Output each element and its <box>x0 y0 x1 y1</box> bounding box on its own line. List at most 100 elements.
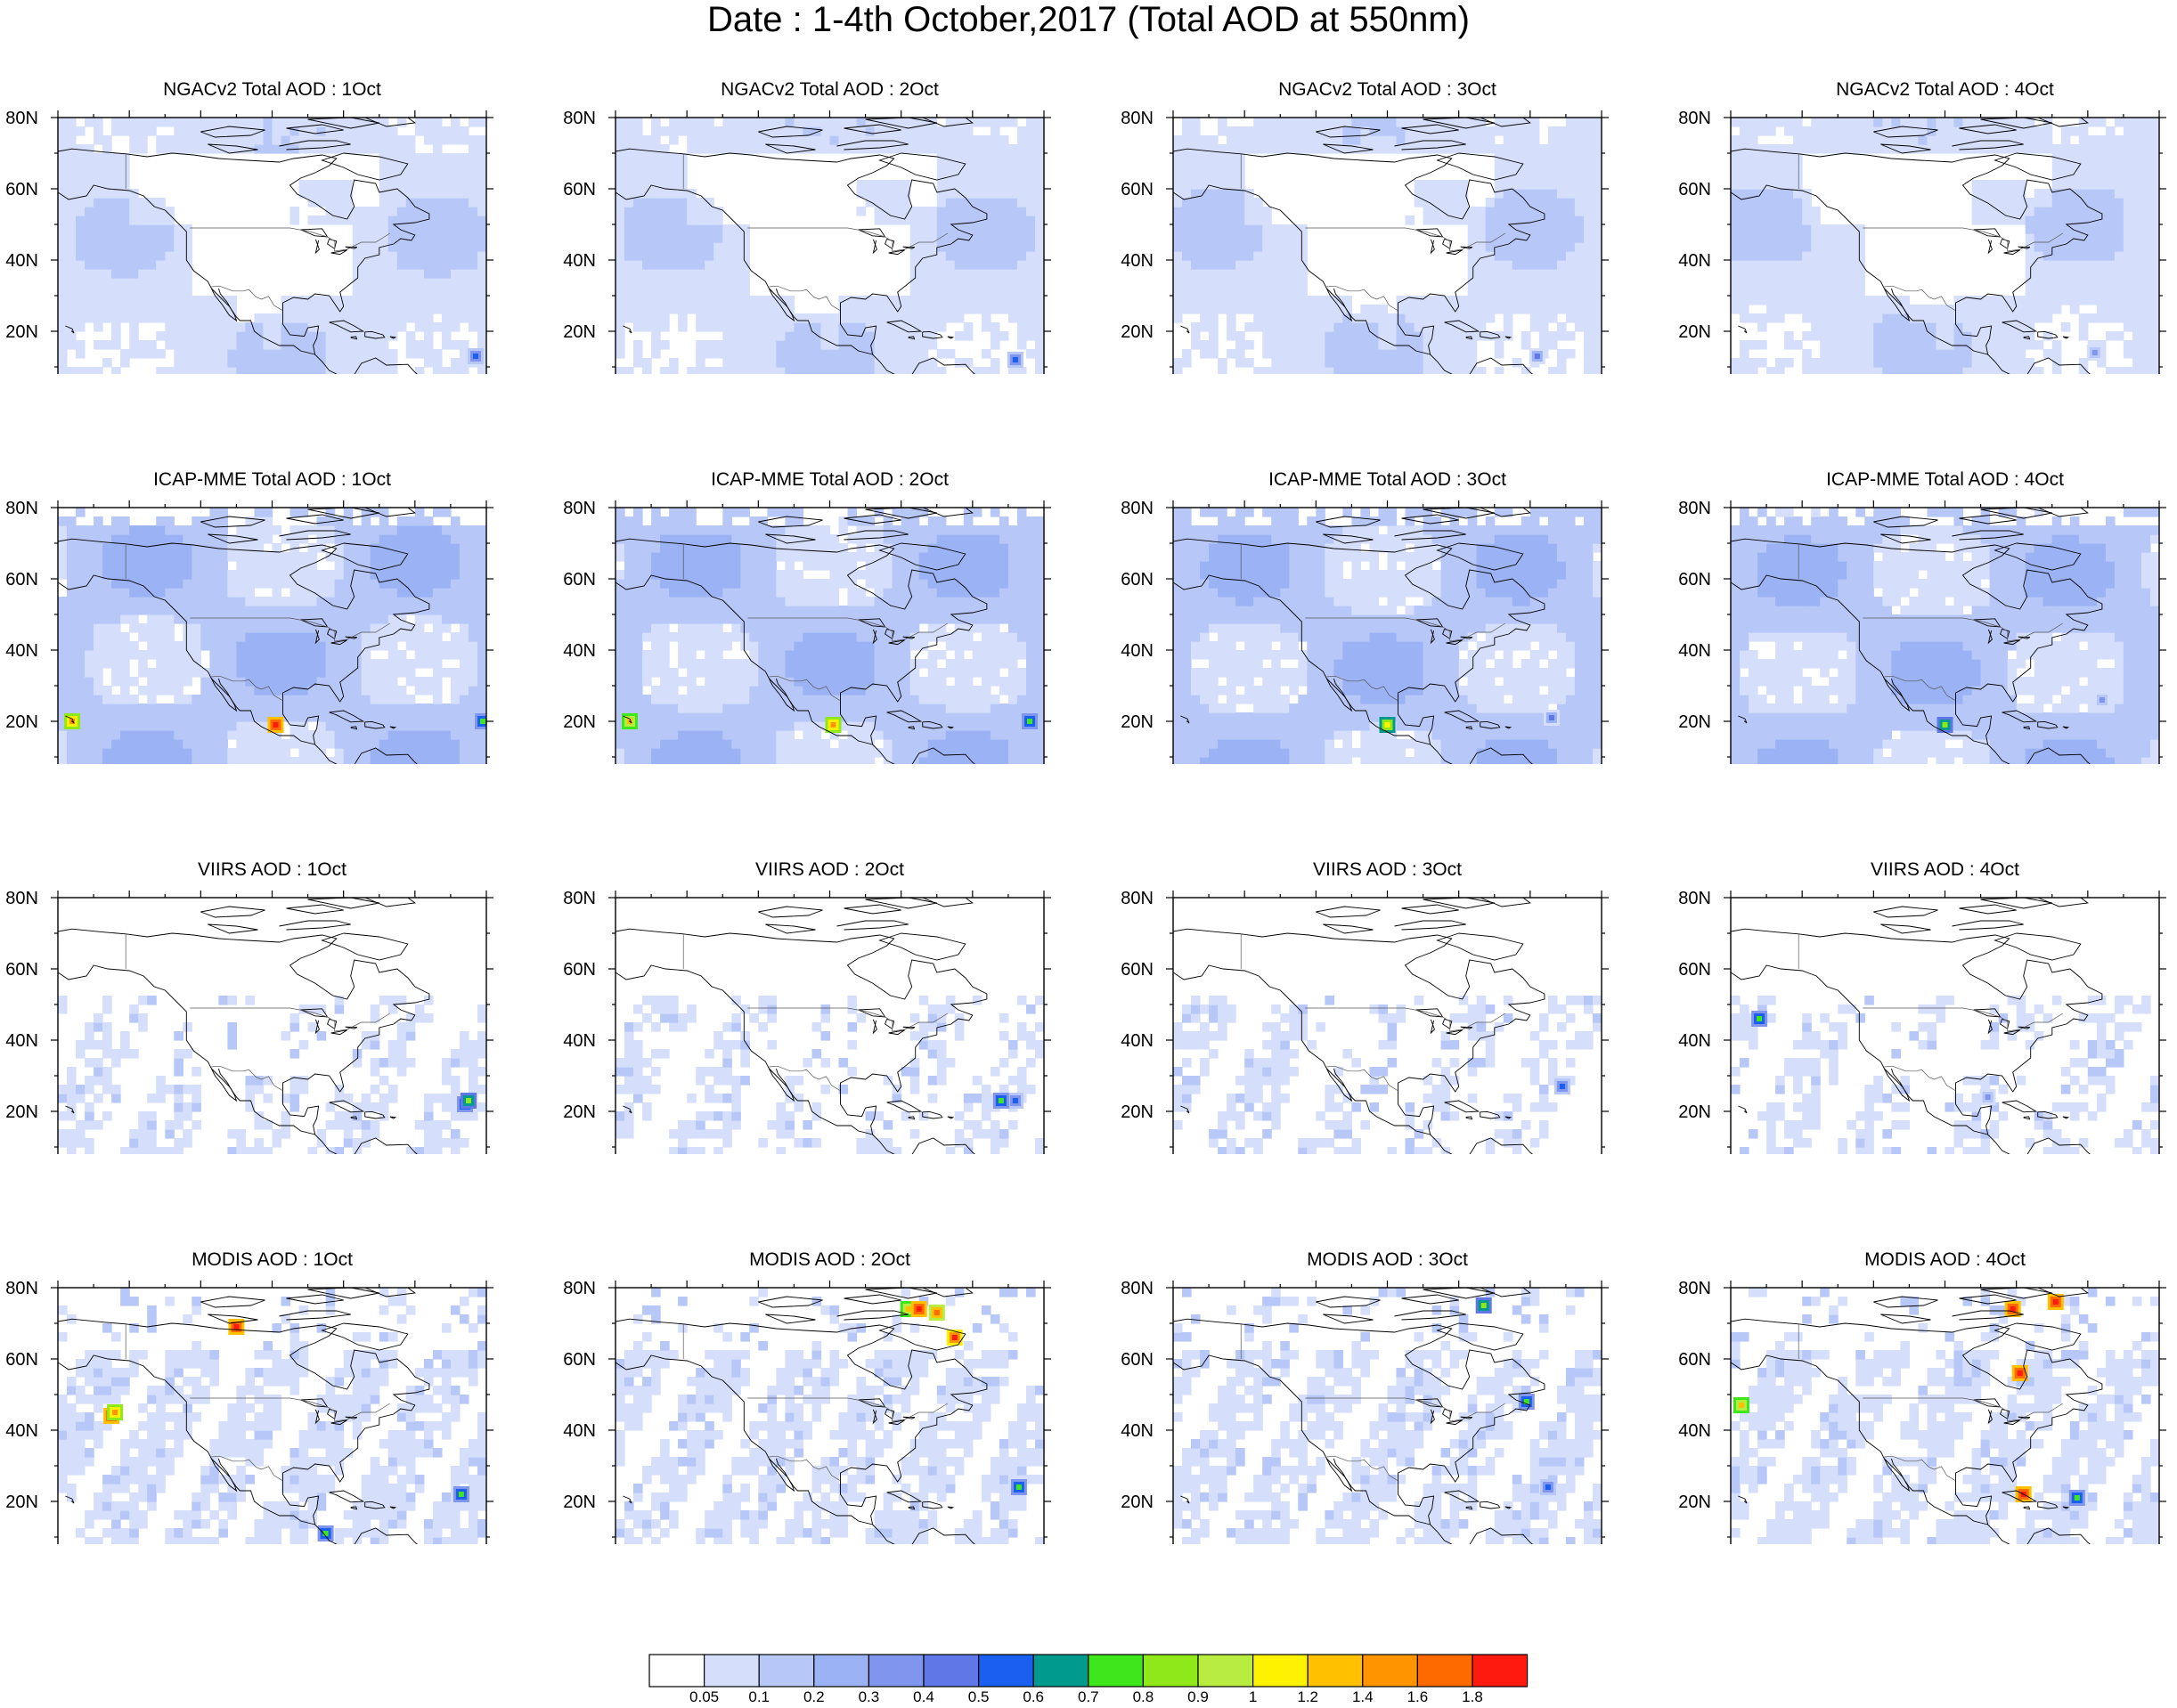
coastlines <box>1731 898 2103 1154</box>
coastlines <box>616 898 988 1154</box>
axes <box>1166 110 1609 368</box>
colorbar-label: 0.9 <box>1187 1688 1209 1704</box>
colorbar-swatch <box>648 1654 705 1688</box>
y-tick-label: 60N <box>5 180 38 199</box>
panel-title: ICAP-MME Total AOD : 2Oct <box>711 469 949 490</box>
y-tick-label: 60N <box>563 1350 596 1370</box>
panel-title: ICAP-MME Total AOD : 1Oct <box>153 469 391 490</box>
colorbar-swatch <box>1252 1654 1309 1688</box>
colorbar-label: 1.4 <box>1352 1688 1374 1704</box>
y-tick-label: 40N <box>5 1031 38 1051</box>
y-tick-label: 20N <box>1678 1492 1711 1512</box>
y-tick-label: 40N <box>563 641 596 661</box>
y-tick-label: 60N <box>1121 180 1154 199</box>
political-borders <box>682 543 948 701</box>
aod-map: 160W140W120W100W80W60W40W80N60N40N20N0 <box>1121 889 1609 1154</box>
political-borders <box>125 1323 390 1481</box>
colorbar-label: 0.6 <box>1023 1688 1044 1704</box>
panel-title: VIIRS AOD : 3Oct <box>1313 859 1462 880</box>
y-tick-label: 20N <box>1678 712 1711 732</box>
y-tick-label: 20N <box>563 712 596 732</box>
aod-field <box>1731 508 2159 764</box>
map-panel: NGACv2 Total AOD : 1Oct160W140W120W100W8… <box>0 0 557 374</box>
aod-map: 160W140W120W100W80W60W40W80N60N40N20N0 <box>5 109 493 374</box>
coastlines <box>1173 508 1545 764</box>
colorbar-swatch <box>703 1654 760 1688</box>
axes <box>1724 110 2166 368</box>
aod-field <box>58 118 486 374</box>
figure-title: Date : 1-4th October,2017 (Total AOD at … <box>706 0 1470 39</box>
aod-map: 160W140W120W100W80W60W40W80N60N40N20N0 <box>1678 499 2166 764</box>
panel-title: NGACv2 Total AOD : 2Oct <box>721 79 939 100</box>
map-panel: ICAP-MME Total AOD : 4Oct160W140W120W100… <box>1673 390 2177 764</box>
political-borders <box>1798 153 2063 311</box>
aod-map: 160W140W120W100W80W60W40W80N60N40N20N0 <box>5 1279 493 1544</box>
colorbar-label: 0.7 <box>1078 1688 1099 1704</box>
y-tick-label: 60N <box>563 960 596 980</box>
y-tick-label: 80N <box>563 109 596 128</box>
y-tick-label: 80N <box>1121 499 1154 518</box>
y-tick-label: 40N <box>5 641 38 661</box>
y-tick-label: 60N <box>563 180 596 199</box>
colorbar-label: 0.4 <box>913 1688 934 1704</box>
political-borders <box>1240 1323 1505 1481</box>
y-tick-label: 20N <box>1121 1492 1154 1512</box>
political-borders <box>1240 153 1505 311</box>
aod-map: 160W140W120W100W80W60W40W80N60N40N20N0 <box>1678 889 2166 1154</box>
map-panel: MODIS AOD : 3Oct 160W140W120W100W80W60W40… <box>1115 1170 1672 1544</box>
y-tick-label: 80N <box>5 109 38 128</box>
y-tick-label: 60N <box>1678 180 1711 199</box>
colorbar-label: 1.8 <box>1462 1688 1483 1704</box>
aod-map: 160W140W120W100W80W60W40W80N60N40N20N0 <box>563 1279 1051 1544</box>
colorbar-label: 1.6 <box>1407 1688 1429 1704</box>
colorbar-label: 0.2 <box>803 1688 825 1704</box>
political-borders <box>1798 1323 2063 1481</box>
y-tick-label: 20N <box>1678 322 1711 342</box>
aod-map: 160W140W120W100W80W60W40W80N60N40N20N0 <box>5 889 493 1154</box>
y-tick-label: 40N <box>1121 641 1154 661</box>
coastlines <box>58 1288 430 1544</box>
coastlines <box>616 118 988 374</box>
aod-map: 160W140W120W100W80W60W40W80N60N40N20N0 <box>563 499 1051 764</box>
aod-map: 160W140W120W100W80W60W40W80N60N40N20N0 <box>1121 1279 1609 1544</box>
axes <box>1724 1281 2166 1538</box>
y-tick-label: 80N <box>5 1279 38 1298</box>
y-tick-label: 80N <box>5 889 38 908</box>
y-tick-label: 40N <box>563 1031 596 1051</box>
y-tick-label: 40N <box>1678 1031 1711 1051</box>
y-tick-label: 40N <box>1678 1421 1711 1441</box>
map-panel: NGACv2 Total AOD : 3Oct160W140W120W100W8… <box>1115 0 1672 374</box>
y-tick-label: 20N <box>5 712 38 732</box>
y-tick-label: 40N <box>1121 1031 1154 1051</box>
y-tick-label: 60N <box>5 960 38 980</box>
aod-field <box>58 508 486 764</box>
y-tick-label: 40N <box>1678 641 1711 661</box>
axes <box>608 500 1051 758</box>
colorbar-swatch <box>1362 1654 1418 1688</box>
y-tick-label: 80N <box>5 499 38 518</box>
political-borders <box>125 933 390 1091</box>
panel-title: VIIRS AOD : 2Oct <box>755 859 904 880</box>
aod-field <box>1173 508 1602 764</box>
axes <box>51 110 493 368</box>
political-borders <box>1798 933 2063 1091</box>
aod-field <box>616 898 1044 1154</box>
y-tick-label: 20N <box>563 322 596 342</box>
y-tick-label: 60N <box>5 570 38 590</box>
map-panel: ICAP-MME Total AOD : 1Oct160W140W120W100… <box>0 390 557 764</box>
colorbar-swatch <box>978 1654 1034 1688</box>
panel-title: MODIS AOD : 3Oct <box>1307 1249 1468 1270</box>
y-tick-label: 80N <box>563 889 596 908</box>
y-tick-label: 20N <box>5 322 38 342</box>
coastlines <box>1173 898 1545 1154</box>
colorbar-swatch <box>758 1654 815 1688</box>
aod-field <box>616 118 1044 374</box>
panel-title: ICAP-MME Total AOD : 3Oct <box>1268 469 1506 490</box>
y-tick-label: 40N <box>563 251 596 271</box>
axes <box>608 1281 1051 1538</box>
political-borders <box>1798 543 2063 701</box>
aod-field <box>58 898 486 1154</box>
map-panel: VIIRS AOD : 4Oct160W140W120W100W80W60W40… <box>1673 780 2177 1154</box>
aod-map: 160W140W120W100W80W60W40W80N60N40N20N0 <box>1121 499 1609 764</box>
